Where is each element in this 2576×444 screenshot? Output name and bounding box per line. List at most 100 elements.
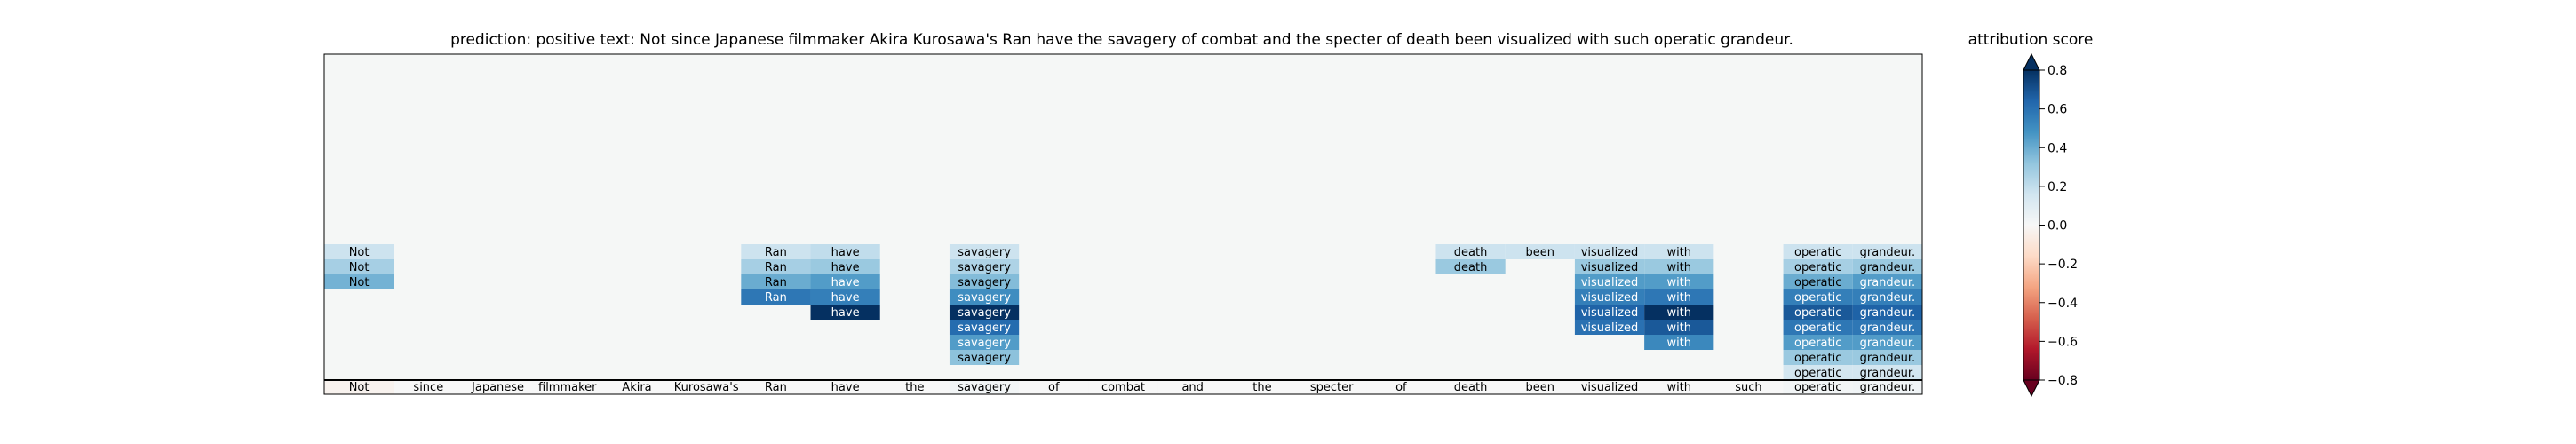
- colorbar-tick: −0.2: [2039, 258, 2078, 272]
- colorbar-title: attribution score: [1968, 31, 2094, 49]
- heatmap-cell-rect: [949, 289, 1020, 305]
- token-label: combat: [1101, 381, 1145, 394]
- heatmap-cell-label: Not: [349, 261, 370, 274]
- colorbar-tick-label: 0.0: [2047, 219, 2067, 234]
- heatmap-cell-label: Ran: [765, 261, 787, 274]
- heatmap-cell: grandeur.: [1852, 244, 1922, 259]
- token-label: Kurosawa's: [674, 381, 739, 394]
- token-cell: specter: [1297, 380, 1367, 394]
- token-cell: such: [1713, 380, 1784, 394]
- token-cell-rect: [601, 380, 672, 394]
- token-label: have: [831, 381, 860, 394]
- heatmap-cell: operatic: [1783, 335, 1853, 350]
- token-label: specter: [1310, 381, 1354, 394]
- heatmap-cell: Ran: [741, 274, 811, 289]
- heatmap-cell-rect: [741, 289, 811, 305]
- token-label: filmmaker: [538, 381, 597, 394]
- heatmap-cell-rect: [1852, 289, 1922, 305]
- heatmap-cell-rect: [1783, 244, 1853, 259]
- token-cell-rect: [1783, 380, 1853, 394]
- heatmap-cell-label: with: [1666, 276, 1691, 289]
- heatmap-cell: savagery: [949, 274, 1020, 289]
- heatmap-cell-rect: [1783, 335, 1853, 350]
- heatmap-cell-label: grandeur.: [1860, 261, 1916, 274]
- token-cell: operatic: [1783, 380, 1853, 394]
- heatmap-cell: visualized: [1574, 259, 1645, 274]
- token-cell-rect: [463, 380, 533, 394]
- token-label: been: [1526, 381, 1555, 394]
- heatmap-cell-label: have: [831, 306, 860, 320]
- heatmap-cell-label: savagery: [958, 321, 1011, 335]
- heatmap-cell: have: [810, 289, 880, 305]
- token-label: savagery: [958, 381, 1011, 394]
- token-cell: Kurosawa's: [672, 380, 742, 394]
- heatmap-cell-label: grandeur.: [1860, 367, 1916, 380]
- heatmap-cell: Ran: [741, 244, 811, 259]
- token-cell-rect: [1088, 380, 1158, 394]
- heatmap-cell-rect: [1783, 365, 1853, 380]
- heatmap-cell-rect: [1505, 244, 1575, 259]
- heatmap-cell-rect: [949, 320, 1020, 335]
- heatmap-cells: NotNotNotRanRanRanRanhavehavehavehavehav…: [324, 244, 1922, 380]
- token-cell-rect: [1297, 380, 1367, 394]
- token-label: Akira: [622, 381, 651, 394]
- token-cell: Ran: [741, 380, 811, 394]
- colorbar-extend-max: [2023, 52, 2040, 71]
- heatmap-cell: operatic: [1783, 289, 1853, 305]
- token-label: visualized: [1581, 381, 1639, 394]
- heatmap-cell-label: grandeur.: [1860, 337, 1916, 350]
- heatmap-cell-label: grandeur.: [1860, 246, 1916, 259]
- token-cell: of: [1366, 380, 1436, 394]
- heatmap-cell: Ran: [741, 259, 811, 274]
- colorbar-tick-label: −0.8: [2047, 374, 2078, 388]
- heatmap-cell-label: savagery: [958, 291, 1011, 305]
- heatmap-cell-label: have: [831, 261, 860, 274]
- heatmap-cell-rect: [1852, 259, 1922, 274]
- token-cell-rect: [1019, 380, 1089, 394]
- heatmap-cell: operatic: [1783, 274, 1853, 289]
- colorbar-tick: 0.2: [2039, 180, 2067, 194]
- heatmap-cell: grandeur.: [1852, 335, 1922, 350]
- heatmap-cell: Ran: [741, 289, 811, 305]
- heatmap-cell-rect: [324, 259, 394, 274]
- colorbar-tick-label: 0.4: [2047, 141, 2067, 155]
- token-cell-rect: [1157, 380, 1228, 394]
- heatmap-cell-rect: [1783, 259, 1853, 274]
- heatmap-cell: visualized: [1574, 274, 1645, 289]
- colorbar-tick: −0.6: [2039, 335, 2078, 349]
- heatmap-cell-rect: [1852, 365, 1922, 380]
- heatmap-cell-label: savagery: [958, 306, 1011, 320]
- heatmap-plot: NotNotNotRanRanRanRanhavehavehavehavehav…: [323, 53, 1923, 395]
- heatmap-cell-rect: [949, 305, 1020, 320]
- token-cell: Akira: [601, 380, 672, 394]
- heatmap-cell-label: Ran: [765, 276, 787, 289]
- token-cell-rect: [741, 380, 811, 394]
- token-cell: the: [879, 380, 950, 394]
- heatmap-cell-rect: [1574, 244, 1645, 259]
- heatmap-cell-rect: [1644, 259, 1714, 274]
- heatmap-cell-label: with: [1666, 246, 1691, 259]
- heatmap-cell-rect: [1783, 305, 1853, 320]
- token-cell-rect: [532, 380, 602, 394]
- heatmap-cell-label: grandeur.: [1860, 321, 1916, 335]
- token-label: of: [1395, 381, 1407, 394]
- token-label: since: [413, 381, 443, 394]
- heatmap-cell-label: grandeur.: [1860, 291, 1916, 305]
- colorbar-bar: [2023, 70, 2039, 380]
- heatmap-cell: operatic: [1783, 305, 1853, 320]
- token-cell: with: [1644, 380, 1714, 394]
- chart-title: prediction: positive text: Not since Jap…: [450, 31, 1793, 49]
- heatmap-cell-rect: [1574, 305, 1645, 320]
- heatmap-cell-rect: [949, 244, 1020, 259]
- heatmap-cell: have: [810, 305, 880, 320]
- token-label: grandeur.: [1860, 381, 1916, 394]
- heatmap-cell-rect: [1435, 259, 1506, 274]
- heatmap-cell-label: with: [1666, 321, 1691, 335]
- heatmap-cell-rect: [1574, 274, 1645, 289]
- heatmap-cell: with: [1644, 259, 1714, 274]
- heatmap-cell: with: [1644, 274, 1714, 289]
- heatmap-cell-label: grandeur.: [1860, 276, 1916, 289]
- token-cell: Japanese: [463, 380, 533, 394]
- heatmap-cell: with: [1644, 244, 1714, 259]
